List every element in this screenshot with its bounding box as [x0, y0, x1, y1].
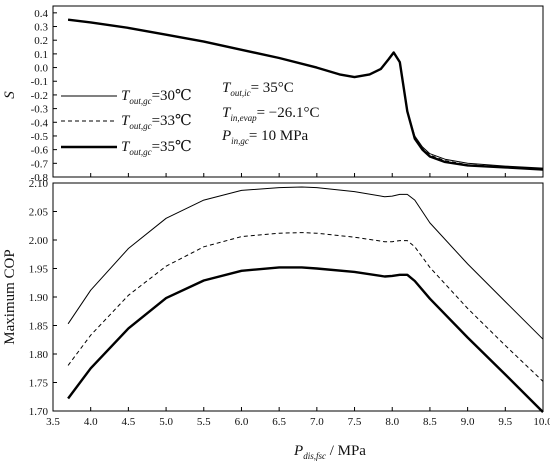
s-series-line-thin-solid	[68, 19, 544, 169]
s-y-tick-label: -0.4	[31, 117, 49, 129]
legend-label: Tout,gc=33℃	[121, 113, 192, 131]
legend-label: Tout,gc=30℃	[121, 88, 192, 106]
x-tick-label: 8.5	[423, 416, 437, 428]
s-y-tick-label: 0.2	[34, 35, 48, 47]
x-tick-label: 7.0	[310, 416, 324, 428]
s-y-tick-label: -0.1	[31, 76, 48, 88]
x-ticks: 3.5 4.0 4.5 5.0 5.5 6.0 6.5 7.0 7.5 8.0 8.5 9.0 9.5 1…	[46, 407, 550, 428]
s-panel: 0.40.30.20.10.0-0.1-0.2-0.3-0.4-0.5-0.6-…	[2, 5, 544, 184]
x-axis-label: Pdis,fsc / MPa	[293, 443, 366, 461]
s-y-tick-label: -0.8	[31, 172, 49, 184]
cop-panel: 2.10 2.05 2.00 1.95 1.90 1.85 1.80 1.75 1.70 3.5…	[2, 178, 550, 461]
legend: Tout,gc=30℃ Tout,gc=33℃ Tout,gc=35℃	[61, 88, 192, 157]
x-axis-label-main: P	[293, 443, 303, 459]
s-y-tick-label: -0.7	[31, 158, 49, 170]
x-tick-label: 7.5	[348, 416, 362, 428]
condition-text: Tin,evap= −26.1°C	[222, 105, 320, 123]
s-y-tick-label: 0.0	[34, 63, 48, 75]
s-series-line-dashed	[68, 19, 544, 170]
s-series-line-thick-solid	[67, 18, 544, 171]
cop-series-line-dashed	[67, 232, 544, 382]
x-tick-label: 3.5	[46, 416, 60, 428]
legend-label: Tout,gc=35℃	[121, 139, 192, 157]
cop-y-tick-label: 1.75	[29, 378, 49, 390]
x-tick-label: 8.0	[385, 416, 399, 428]
s-series	[67, 18, 544, 171]
cop-y-tick-label: 2.05	[29, 207, 49, 219]
s-y-tick-label: 0.1	[34, 49, 48, 61]
cop-y-ticks: 2.10 2.05 2.00 1.95 1.90 1.85 1.80 1.75 1.70	[29, 178, 57, 418]
condition-text: Tout,ic= 35°C	[222, 80, 294, 98]
s-y-axis-label: S	[2, 91, 18, 99]
x-axis-label-unit: / MPa	[326, 443, 366, 459]
s-plot-frame	[52, 5, 544, 178]
cop-y-tick-label: 1.70	[29, 406, 49, 418]
cop-y-tick-label: 2.10	[29, 178, 49, 190]
conditions-annotation: Tout,ic= 35°C Tin,evap= −26.1°C Pin,gc= 10…	[221, 80, 320, 146]
cop-y-tick-label: 1.95	[29, 264, 49, 276]
cop-series-line-thin-solid	[67, 186, 544, 340]
x-tick-label: 5.0	[159, 416, 173, 428]
x-tick-label: 9.0	[461, 416, 475, 428]
s-y-tick-label: 0.3	[34, 22, 48, 34]
s-y-tick-label: -0.2	[31, 90, 48, 102]
x-tick-label: 6.0	[235, 416, 249, 428]
s-y-tick-label: 0.4	[34, 8, 48, 20]
cop-plot-frame	[52, 182, 544, 412]
s-y-tick-label: -0.5	[31, 131, 49, 143]
x-tick-label: 10.0	[533, 416, 550, 428]
cop-y-axis-label: Maximum COP	[2, 249, 18, 344]
s-y-ticks: 0.40.30.20.10.0-0.1-0.2-0.3-0.4-0.5-0.6-…	[31, 8, 544, 184]
x-axis-label-sub: dis,fsc	[303, 451, 326, 461]
cop-series	[67, 186, 544, 413]
s-y-tick-label: -0.6	[31, 145, 49, 157]
cop-y-tick-label: 2.00	[29, 235, 49, 247]
x-tick-label: 4.5	[122, 416, 136, 428]
s-y-tick-label: -0.3	[31, 104, 49, 116]
cop-y-tick-label: 1.80	[29, 349, 49, 361]
condition-text: Pin,gc= 10 MPa	[221, 128, 309, 146]
x-tick-label: 6.5	[272, 416, 286, 428]
cop-series-line-thick-solid	[67, 266, 544, 413]
cop-y-tick-label: 1.90	[29, 292, 49, 304]
x-tick-label: 5.5	[197, 416, 211, 428]
x-tick-label: 4.0	[84, 416, 98, 428]
cop-y-tick-label: 1.85	[29, 321, 49, 333]
x-tick-label: 9.5	[498, 416, 512, 428]
